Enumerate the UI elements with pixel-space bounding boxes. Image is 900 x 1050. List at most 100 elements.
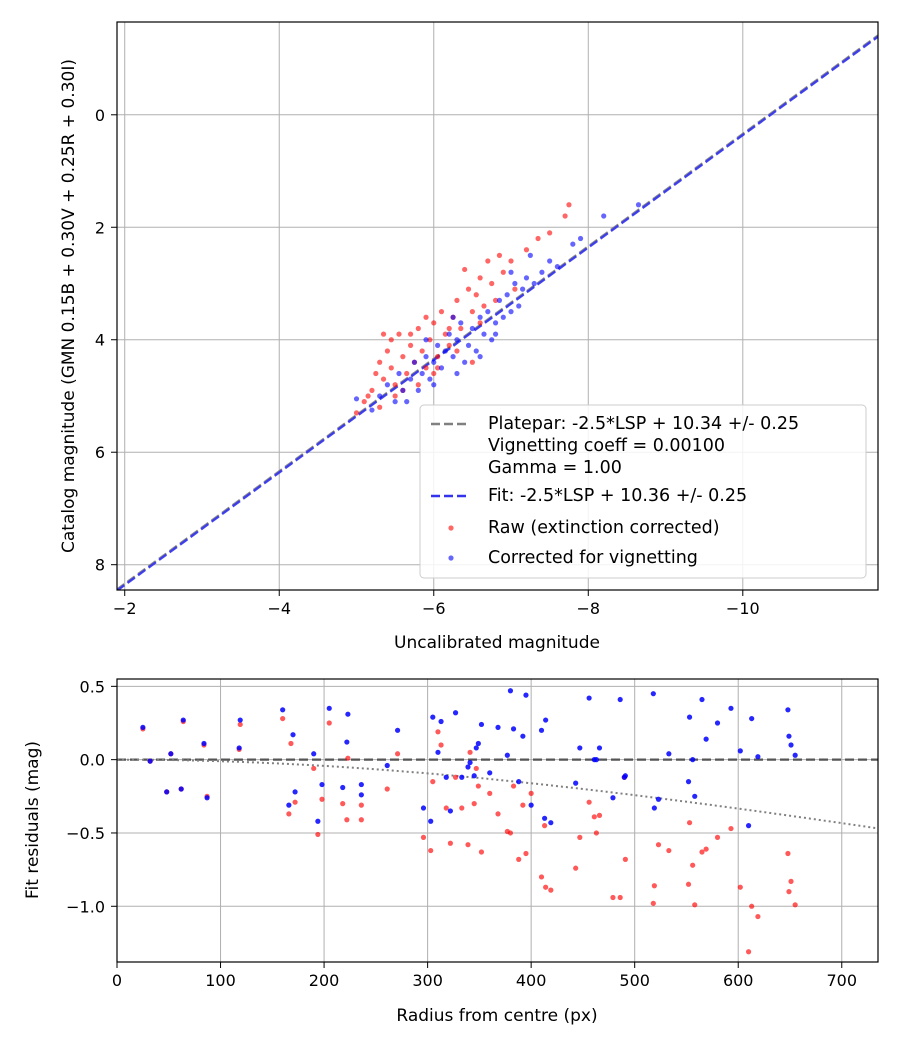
corrected-point (423, 354, 429, 360)
raw-residual-point (666, 847, 672, 854)
bottom-x-tick-label: 500 (619, 971, 650, 990)
corrected-residual-point (201, 740, 207, 747)
corrected-residual-point (435, 749, 441, 755)
corrected-point (547, 258, 553, 264)
corrected-residual-point (344, 739, 350, 745)
corrected-residual-point (430, 714, 436, 720)
corrected-residual-point (467, 759, 473, 766)
legend-entry-label: Vignetting coeff = 0.00100 (488, 436, 725, 456)
corrected-point (450, 314, 456, 320)
corrected-point (527, 252, 533, 258)
raw-point (489, 280, 495, 287)
raw-residual-point (459, 805, 465, 811)
raw-point (469, 359, 475, 365)
raw-point (535, 235, 541, 242)
top-data-points (353, 202, 642, 416)
raw-point (438, 309, 445, 315)
corrected-residual-point (478, 721, 485, 728)
legend-entry-label: Gamma = 1.00 (488, 458, 622, 478)
corrected-point (469, 325, 475, 332)
corrected-residual-point (788, 742, 794, 748)
corrected-residual-point (792, 752, 798, 758)
raw-residual-point (452, 774, 459, 780)
raw-residual-point (520, 802, 526, 808)
legend-entry-label: Platepar: -2.5*LSP + 10.34 +/- 0.25 (488, 414, 799, 434)
corrected-residual-point (504, 752, 510, 758)
raw-residual-point (478, 849, 485, 855)
corrected-point (392, 399, 398, 405)
corrected-point (539, 269, 545, 275)
corrected-point (473, 348, 479, 354)
raw-point (404, 370, 410, 377)
corrected-residual-point (465, 764, 471, 770)
raw-residual-point (523, 850, 529, 857)
raw-residual-point (507, 830, 514, 836)
raw-point (365, 393, 371, 399)
corrected-point (411, 359, 418, 365)
raw-residual-point (651, 883, 657, 889)
corrected-residual-point (596, 745, 603, 751)
corrected-residual-point (420, 805, 427, 811)
raw-residual-point (543, 884, 549, 890)
raw-point (392, 393, 398, 399)
corrected-residual-point (542, 815, 548, 821)
corrected-residual-point (690, 757, 696, 763)
corrected-point (508, 269, 514, 275)
corrected-residual-point (666, 751, 672, 757)
corrected-residual-point (703, 736, 709, 742)
corrected-residual-point (459, 774, 465, 780)
raw-residual-point (655, 842, 662, 848)
raw-point (353, 410, 360, 416)
raw-residual-point (280, 715, 286, 722)
corrected-point (454, 337, 460, 343)
corrected-residual-point (452, 710, 459, 716)
raw-point (485, 258, 491, 264)
corrected-point (465, 342, 472, 348)
raw-point (523, 247, 530, 253)
top-panel: −2 −4 −6 −8 −10 0 2 4 6 8 Platepar: -2.5*LSP + 10… (59, 21, 879, 653)
bottom-x-axis-label: Radius from centre (px) (396, 1006, 597, 1026)
raw-residual-point (792, 902, 798, 908)
corrected-residual-point (384, 762, 390, 769)
corrected-residual-point (319, 781, 325, 788)
corrected-point (431, 382, 437, 388)
raw-point (477, 320, 483, 326)
corrected-point (446, 331, 452, 337)
raw-residual-point (573, 865, 579, 871)
raw-point (431, 370, 437, 377)
top-x-axis-label: Uncalibrated magnitude (394, 633, 600, 653)
raw-residual-point (443, 805, 449, 811)
corrected-residual-point (520, 733, 526, 739)
corrected-point (481, 331, 487, 337)
raw-residual-point (737, 884, 743, 890)
bottom-y-tick-label: −0.5 (66, 824, 105, 843)
corrected-point (601, 213, 607, 219)
corrected-point (438, 365, 445, 371)
corrected-residual-point (286, 802, 292, 808)
corrected-point (531, 280, 537, 287)
raw-point (407, 331, 414, 337)
top-y-tick-label: 8 (95, 556, 105, 575)
corrected-residual-point (358, 792, 364, 798)
corrected-residual-point (180, 717, 186, 723)
raw-residual-point (686, 820, 693, 826)
raw-point (377, 404, 383, 410)
raw-residual-point (435, 729, 441, 735)
corrected-residual-point (548, 820, 554, 826)
raw-residual-point (714, 834, 721, 840)
bottom-x-tick-label: 200 (309, 971, 340, 990)
raw-residual-point (542, 823, 548, 829)
bottom-y-tick-label: 0.0 (80, 751, 105, 770)
corrected-point (485, 309, 491, 315)
top-y-tick-label: 6 (95, 443, 105, 462)
raw-point (496, 252, 503, 258)
corrected-point (450, 354, 456, 360)
corrected-residual-point (699, 696, 705, 703)
bottom-x-tick-label: 0 (112, 971, 122, 990)
raw-residual-point (394, 751, 401, 757)
corrected-residual-point (290, 732, 296, 738)
corrected-residual-point (543, 717, 549, 723)
raw-point (500, 269, 506, 275)
corrected-residual-point (443, 774, 449, 780)
corrected-point (396, 370, 402, 377)
